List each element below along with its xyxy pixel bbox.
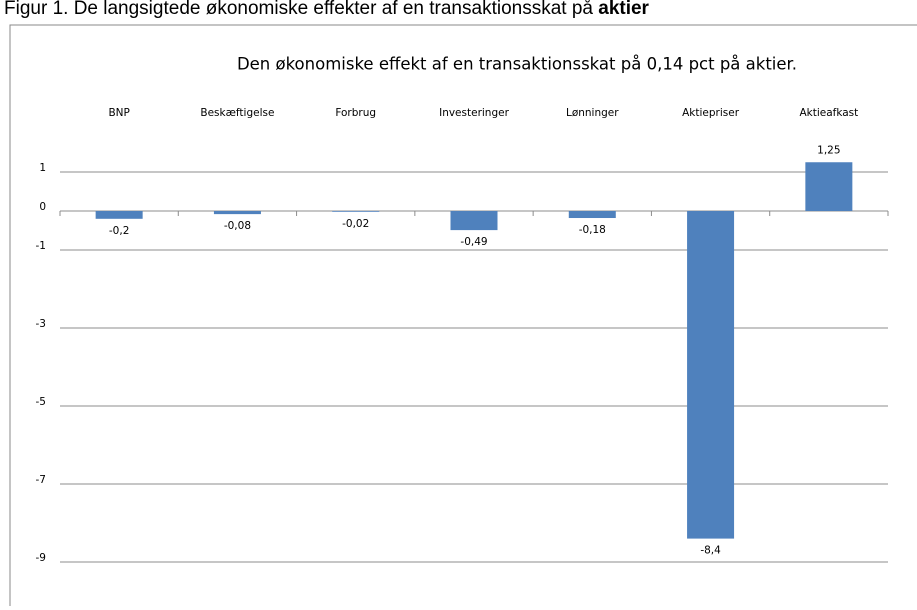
chart-border bbox=[9, 24, 917, 610]
bar bbox=[213, 211, 261, 215]
bar bbox=[805, 162, 853, 211]
data-label: -0,49 bbox=[460, 236, 487, 248]
data-label: -0,08 bbox=[224, 220, 251, 232]
x-tick-label: Aktieafkast bbox=[799, 107, 858, 119]
data-label: -0,2 bbox=[109, 225, 130, 237]
data-label: 1,25 bbox=[817, 144, 840, 156]
caption-text: Figur 1. De langsigtede økonomiske effek… bbox=[4, 0, 598, 19]
bar bbox=[568, 211, 616, 219]
x-tick-label: Forbrug bbox=[335, 107, 376, 119]
y-tick-label: -5 bbox=[36, 396, 46, 408]
chart-title: Den økonomiske effekt af en transaktions… bbox=[237, 55, 797, 74]
y-tick-label: -3 bbox=[36, 318, 46, 330]
caption-bold: aktier bbox=[598, 0, 649, 19]
bar bbox=[332, 211, 380, 212]
x-tick-label: Investeringer bbox=[439, 107, 509, 119]
x-tick-label: Beskæftigelse bbox=[200, 107, 274, 119]
y-tick-label: 0 bbox=[39, 201, 46, 213]
y-tick-label: -1 bbox=[36, 240, 46, 252]
x-tick-label: BNP bbox=[108, 107, 129, 119]
figure-caption: Figur 1. De langsigtede økonomiske effek… bbox=[4, 0, 650, 19]
x-tick-label: Aktiepriser bbox=[682, 107, 740, 119]
data-label: -0,02 bbox=[342, 218, 369, 230]
y-tick-label: -9 bbox=[36, 552, 46, 564]
data-label: -8,4 bbox=[700, 545, 721, 557]
bar bbox=[450, 211, 498, 231]
y-tick-label: 1 bbox=[39, 162, 46, 174]
data-label: -0,18 bbox=[579, 224, 606, 236]
bar bbox=[687, 211, 735, 539]
bar bbox=[95, 211, 143, 219]
y-tick-label: -7 bbox=[36, 474, 46, 486]
x-tick-label: Lønninger bbox=[566, 107, 619, 119]
